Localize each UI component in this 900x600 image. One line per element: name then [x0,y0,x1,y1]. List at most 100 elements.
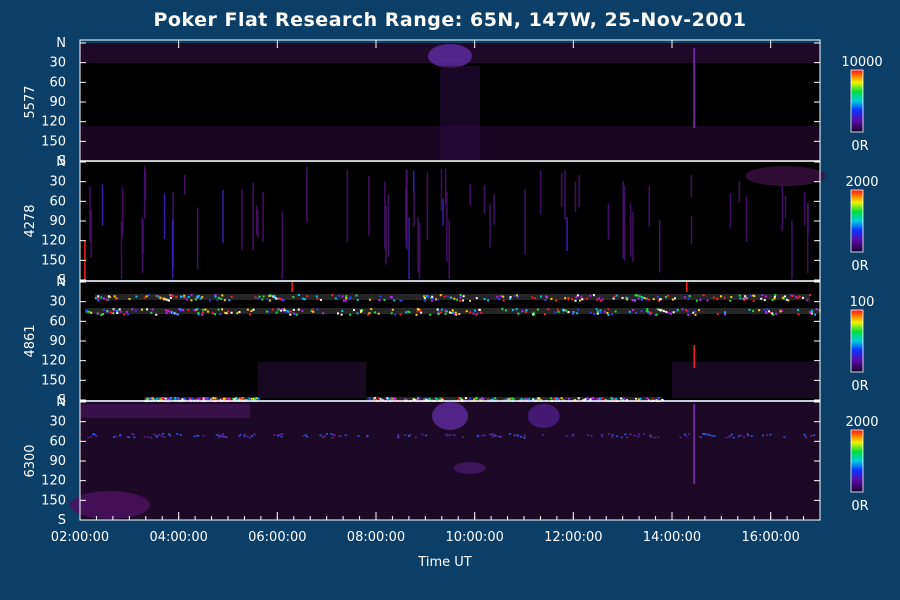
panel-4861-band-pixel [614,310,617,313]
panel-4861-band-pixel [487,299,490,302]
panel-6300-dot [489,433,492,436]
panel-4861-band-pixel [460,397,463,400]
panel-6300-dot [769,433,772,436]
panel-6300-dot [218,436,221,439]
panel-4861-band-pixel [516,294,519,297]
panel-4861-band-pixel [439,294,442,297]
panel-4861-band-pixel [348,297,351,300]
panel-4861-band-pixel [796,296,799,299]
panel-4861-band-pixel [436,308,439,311]
panel-6300-dot [698,436,701,438]
panel-6300-dot [156,436,159,438]
panel-4861-band-pixel [94,296,97,299]
panel-5577-column [440,66,481,160]
panel-4861-band-pixel [425,294,428,297]
panel-6300-dot [629,433,632,435]
panel-4861-band-pixel [337,294,340,297]
panel-4861-band-pixel [581,298,584,301]
panel-4861-band-pixel [248,397,251,400]
panel-4861-band-pixel [613,295,616,298]
panel-4861-band-pixel [118,308,121,311]
panel-4861-band-pixel [280,309,283,312]
panel-4861-band-pixel [239,397,242,400]
panel-6300-dot [169,434,172,437]
panel-4861-band-pixel [379,398,382,401]
panel-4861-band-pixel [342,299,345,302]
panel-4861-band-pixel [692,311,695,314]
panel-4861-band-pixel [379,295,382,298]
panel-4861-band-pixel [459,294,462,297]
panel-4861-band-pixel [437,312,440,315]
panel-4861-band-pixel [97,295,100,298]
panel-4861-band-pixel [254,398,257,401]
panel-4861-band-pixel [429,313,432,316]
panel-4861-band-pixel [407,310,410,313]
panel-4861-band-pixel [589,311,592,314]
panel-4861-band-pixel [517,296,520,299]
panel-4861-band-pixel [532,311,535,314]
panel-6300-dot [626,436,629,439]
panel-4861-band-pixel [143,296,146,299]
panel-4861-band-pixel [352,308,355,311]
panel-4861-band-pixel [761,294,764,297]
panel-4861-band-pixel [465,310,468,313]
panel-4861-band-pixel [297,308,300,311]
panel-6300-dot [742,436,745,438]
panel-6300-dot [708,434,711,436]
panel-6300-dot [804,436,807,439]
colorbar-4861 [850,309,864,373]
panel-6300-dot [679,436,682,439]
panel-4861-band-pixel [265,310,268,313]
panel-4861-band-pixel [367,313,370,316]
panel-4861-band-pixel [719,295,722,298]
panel-4861-band-pixel [590,397,593,400]
panel-4861-band-pixel [571,298,574,301]
panel-4861-band-pixel [494,397,497,400]
panel-4861-band-pixel [349,313,352,316]
panel-6300-dot [700,436,703,439]
panel-4861-band-pixel [225,400,228,403]
panel-4861-band-pixel [798,295,801,298]
panel-6300-dot [273,434,276,436]
panel-4861-band-pixel [262,295,265,298]
panel-4861-band-pixel [638,295,641,298]
panel-4861-band-pixel [519,398,522,401]
panel-4861-band-pixel [193,400,196,403]
panel-4861-band-pixel [607,313,610,316]
panel-6300-dot [168,433,171,435]
panel-6300-dot [302,435,305,437]
panel-4861-band-pixel [281,298,284,301]
panel-4278-glow [745,166,826,186]
panel-4861-band-pixel [113,295,116,298]
panel-6300-dot [143,436,146,438]
panel-4861-band-pixel [780,309,783,312]
x-tick-label: 02:00:00 [51,530,109,545]
panel-4861-band-pixel [202,398,205,401]
panel-4861-band-pixel [598,311,601,314]
panel-6300-dot [397,436,400,439]
panel-4861-band-pixel [639,397,642,400]
panel-4861-band-pixel [389,295,392,298]
y-tick-label: S [58,273,66,288]
panel-4861-band-pixel [771,312,774,315]
panel-4861-band-pixel [368,312,371,315]
panel-4861-band-pixel [814,313,817,316]
panel-4861-band-pixel [226,398,229,401]
panel-4861-band-pixel [534,297,537,300]
panel-4861-band-pixel [801,296,804,299]
panel-4861-band-pixel [544,298,547,301]
panel-4861-band [144,397,258,401]
panel-6300-dot [90,436,93,438]
keogram-axes: N 30 60 90 120 150 S 5577 N 30 60 90 120 150 S 4278 N 30 6… [23,36,821,545]
panel-4861-band-pixel [637,398,640,401]
panel-4861-band-pixel [531,296,534,299]
panel-4861-band-pixel [601,298,604,301]
panel-4861-band-pixel [580,295,583,298]
panel-6300-dot [197,435,200,437]
panel-6300-dot [620,436,623,439]
panel-4861-band-pixel [287,310,290,313]
panel-4861-band-pixel [567,311,570,314]
panel-4861-band-pixel [716,312,719,315]
panel-4861-band-pixel [167,400,170,403]
panel-6300-dot [707,434,710,437]
